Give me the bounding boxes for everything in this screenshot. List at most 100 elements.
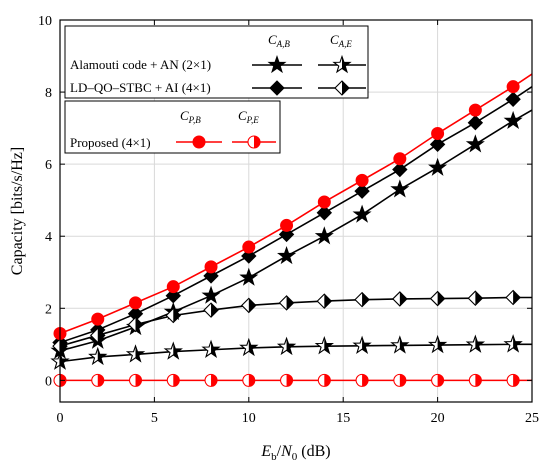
series-3-point-half xyxy=(60,339,67,354)
legend-box-2-frame xyxy=(64,100,281,154)
series-1-point xyxy=(239,337,259,357)
series-5-point-outline xyxy=(242,373,256,387)
series-0-point xyxy=(277,246,297,265)
series-5-point xyxy=(431,373,445,387)
series-3-point-half xyxy=(173,308,181,323)
series-1-point xyxy=(88,346,108,366)
legend-symbol-0-1-half xyxy=(342,56,351,72)
legend-box-2: CP,B CP,E Proposed (4×1) xyxy=(64,100,281,154)
series-4-point-shape xyxy=(468,103,482,117)
series-5-point-half xyxy=(286,374,293,387)
series-3-point xyxy=(354,291,370,308)
series-1-point-half xyxy=(437,336,446,352)
series-4-point xyxy=(355,173,369,187)
series-4-point xyxy=(166,280,180,294)
series-1-point-outline xyxy=(276,336,297,356)
series-5-point xyxy=(204,373,218,387)
legend-symbol-0-1-outline xyxy=(332,54,352,74)
legend-symbol-2-1-half xyxy=(254,136,260,148)
series-4-point xyxy=(393,152,407,166)
series-1-point xyxy=(390,335,410,354)
legend-symbol-1-1-half xyxy=(342,81,349,95)
y-tick-label: 4 xyxy=(45,230,52,245)
series-5-point xyxy=(166,373,180,387)
series-1-point-half xyxy=(211,341,220,357)
series-4-point-shape xyxy=(431,127,445,141)
series-3-point xyxy=(467,290,484,306)
y-tick-label: 2 xyxy=(45,302,52,317)
series-5-point xyxy=(128,373,143,387)
series-0-point xyxy=(239,267,259,286)
series-3-point xyxy=(203,302,219,318)
plot-frame xyxy=(59,19,533,403)
series-1-point-bg xyxy=(89,348,106,364)
y-axis-label: Capacity [bits/s/Hz] xyxy=(9,147,26,275)
series-5-point-outline xyxy=(128,373,143,387)
y-tick-label: 0 xyxy=(45,374,52,389)
series-4-point xyxy=(129,296,143,310)
legend-symbol-2-1-outline xyxy=(247,135,261,149)
series-3-point-outline xyxy=(505,289,521,306)
series-5 xyxy=(53,373,532,387)
series-3-point xyxy=(165,307,182,324)
legend-label-alamouti: Alamouti code + AN (2×1) xyxy=(70,57,211,72)
series-3-point-half xyxy=(437,291,445,306)
series-1-point-half xyxy=(173,343,182,359)
series-5-point-outline xyxy=(431,373,445,387)
series-4-point-shape xyxy=(242,240,256,254)
series-4-point xyxy=(91,312,105,326)
series-3-point-outline xyxy=(316,293,333,309)
series-4-point-shape xyxy=(317,195,331,209)
series-4 xyxy=(53,73,532,341)
series-3-point xyxy=(89,327,106,344)
series-2-point xyxy=(467,115,484,131)
series-2-point-shape xyxy=(505,91,521,107)
series-2-point xyxy=(354,183,370,199)
series-2-point xyxy=(429,136,446,153)
series-4-point-shape xyxy=(91,312,105,326)
series-4-line xyxy=(60,73,532,335)
series-1 xyxy=(50,334,532,370)
series-3-point-outline xyxy=(203,302,219,318)
series-3-point-outline xyxy=(165,307,182,324)
legend-symbol-2-0-shape xyxy=(192,135,206,149)
series-5-point xyxy=(317,373,331,387)
series-3-point xyxy=(316,293,333,309)
series-5-point-outline xyxy=(91,373,105,387)
series-4-point-shape xyxy=(355,173,369,187)
series-2-point xyxy=(203,268,219,284)
series-4-point-shape xyxy=(129,296,143,310)
series-4-point xyxy=(317,195,331,209)
series-0-point-shape xyxy=(352,204,372,223)
x-tick-label: 0 xyxy=(57,411,64,426)
series-0-point-shape xyxy=(201,285,221,304)
series-5-point xyxy=(242,373,256,387)
legend-header-cpb: CP,B xyxy=(180,108,201,125)
series-1-point xyxy=(427,334,448,354)
series-1-point-half xyxy=(286,338,295,354)
series-3-point xyxy=(429,290,446,307)
series-1-point-outline xyxy=(427,334,448,354)
series-4-point-shape xyxy=(280,218,294,232)
series-1-point xyxy=(163,341,183,360)
legend-label-ldqo: LD–QO–STBC + AI (4×1) xyxy=(70,80,211,95)
series-5-point xyxy=(393,373,407,387)
series-4-point xyxy=(204,260,218,274)
series-0-point-shape xyxy=(428,157,448,176)
legend-symbol-1-1-outline xyxy=(334,80,350,96)
series-3-point-half xyxy=(211,303,219,318)
legend-symbol-0-1 xyxy=(332,54,352,74)
series-1-point xyxy=(125,344,146,363)
series-5-point-outline xyxy=(393,373,407,387)
series-2-point-shape xyxy=(429,136,446,153)
legend-box-1-frame xyxy=(64,25,369,99)
series-2-point-shape xyxy=(278,226,295,243)
series-1-line xyxy=(60,343,532,363)
series-0-point xyxy=(465,134,485,153)
series-5-point-half xyxy=(248,374,255,387)
plot-series xyxy=(50,73,532,387)
legend-symbol-2-0 xyxy=(192,135,206,149)
series-3-point xyxy=(241,297,257,314)
x-tick-label: 10 xyxy=(242,411,256,426)
series-1-point-half xyxy=(362,337,371,353)
